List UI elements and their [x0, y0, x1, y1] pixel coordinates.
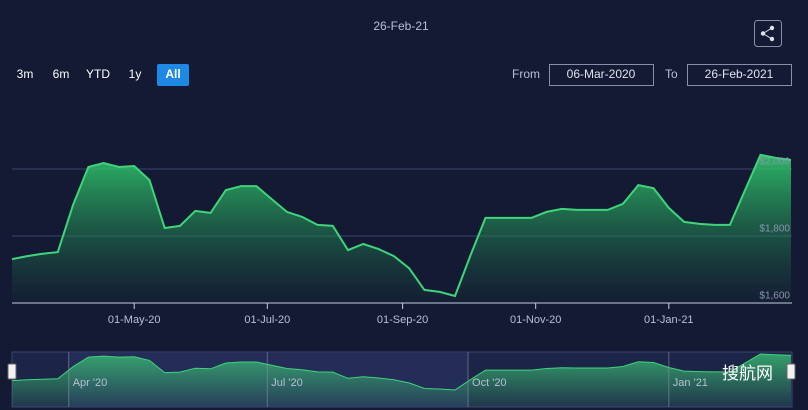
to-input[interactable] [687, 64, 792, 86]
navigator-handle[interactable] [7, 363, 17, 380]
navigator-tick-label: Apr '20 [73, 377, 108, 389]
watermark: 搜航网 [722, 364, 773, 384]
range-button[interactable]: 6m [53, 67, 70, 81]
share-button[interactable] [754, 20, 782, 47]
y-tick-label: $1,600 [759, 291, 790, 302]
navigator-line [11, 353, 792, 391]
x-tick-label: 01-May-20 [108, 314, 161, 326]
to-value[interactable]: 26-Feb-2021 [705, 67, 774, 81]
navigator-tick-label: Oct '20 [472, 377, 507, 389]
range-button[interactable]: YTD [86, 67, 110, 81]
x-tick-label: 01-Jul-20 [244, 314, 290, 326]
area-fill [12, 154, 791, 303]
navigator-handle[interactable] [786, 363, 796, 380]
x-tick-label: 01-Jan-21 [644, 314, 694, 326]
x-tick-label: 01-Sep-20 [377, 314, 428, 326]
area-line [11, 153, 792, 298]
y-tick-label: $2,000 [759, 157, 790, 168]
from-input[interactable] [549, 64, 654, 86]
x-tick-label: 01-Nov-20 [510, 314, 561, 326]
navigator-tick-label: Jul '20 [271, 377, 302, 389]
from-value[interactable]: 06-Mar-2020 [567, 67, 636, 81]
share-icon [762, 27, 773, 40]
from-label: From [512, 67, 540, 81]
range-button[interactable]: 3m [17, 67, 34, 81]
y-tick-label: $1,800 [759, 224, 790, 235]
chart-title: 26-Feb-21 [373, 19, 429, 33]
share-box[interactable] [754, 20, 782, 47]
to-label: To [665, 67, 678, 81]
navigator-area [12, 354, 791, 407]
navigator-tick-label: Jan '21 [673, 377, 708, 389]
range-button-box[interactable] [157, 64, 189, 86]
range-button[interactable]: All [165, 67, 180, 81]
range-button[interactable]: 1y [129, 67, 142, 81]
